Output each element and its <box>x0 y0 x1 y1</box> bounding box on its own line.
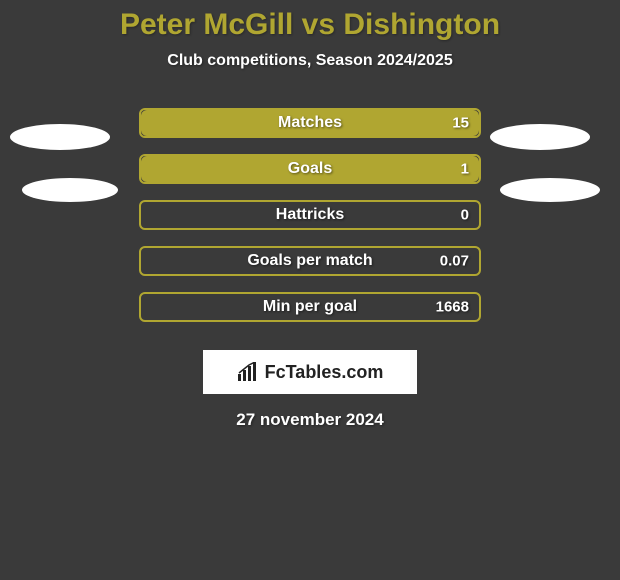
decorative-ellipse <box>500 178 600 202</box>
stat-bar: Min per goal 1668 <box>139 292 481 322</box>
stat-bar: Matches 15 <box>139 108 481 138</box>
barchart-icon <box>237 362 259 382</box>
decorative-ellipse <box>10 124 110 150</box>
decorative-ellipse <box>490 124 590 150</box>
comparison-subtitle: Club competitions, Season 2024/2025 <box>0 52 620 70</box>
snapshot-date: 27 november 2024 <box>0 410 620 430</box>
comparison-title: Peter McGill vs Dishington <box>0 0 620 42</box>
stat-value: 1 <box>461 161 469 178</box>
stat-label: Goals per match <box>247 252 372 270</box>
logo-text: FcTables.com <box>265 362 384 383</box>
stat-value: 15 <box>452 115 469 132</box>
stat-bar: Goals 1 <box>139 154 481 184</box>
stat-row: Min per goal 1668 <box>0 284 620 330</box>
stat-label: Hattricks <box>276 206 344 224</box>
stat-bar: Hattricks 0 <box>139 200 481 230</box>
stat-bar: Goals per match 0.07 <box>139 246 481 276</box>
fctables-logo: FcTables.com <box>203 350 417 394</box>
stat-value: 0.07 <box>440 253 469 270</box>
decorative-ellipse <box>22 178 118 202</box>
stat-label: Matches <box>278 114 342 132</box>
stat-value: 1668 <box>436 299 469 316</box>
stat-label: Goals <box>288 160 332 178</box>
stat-label: Min per goal <box>263 298 357 316</box>
stat-row: Goals per match 0.07 <box>0 238 620 284</box>
stat-value: 0 <box>461 207 469 224</box>
